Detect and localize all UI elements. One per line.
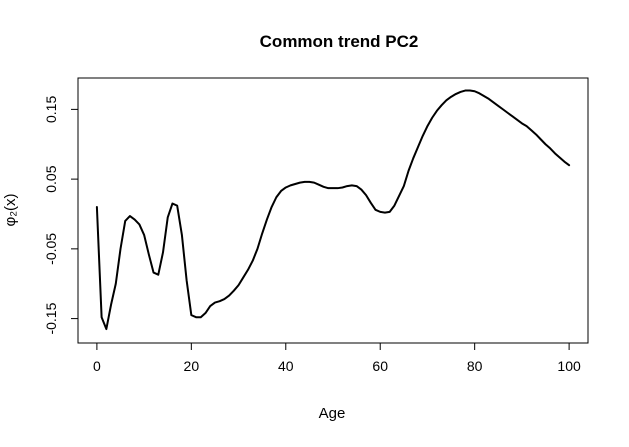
plot-frame — [77, 77, 589, 344]
x-axis: 0 20 40 60 80 100 — [93, 342, 581, 374]
x-tick-label: 20 — [184, 358, 200, 374]
x-tick-label: 40 — [278, 358, 294, 374]
series-line — [95, 89, 571, 331]
x-tick-label: 60 — [372, 358, 388, 374]
y-tick-label: -0.15 — [43, 302, 59, 334]
y-tick-label: -0.05 — [43, 233, 59, 265]
x-tick-label: 100 — [557, 358, 581, 374]
y-tick-label: 0.05 — [43, 165, 59, 192]
y-axis: -0.15 -0.05 0.05 0.15 — [43, 96, 79, 335]
x-tick-label: 0 — [93, 358, 101, 374]
y-tick-label: 0.15 — [43, 96, 59, 123]
y-axis-label: φ₂(x) — [2, 193, 19, 226]
x-axis-label: Age — [319, 405, 346, 422]
x-tick-label: 80 — [467, 358, 483, 374]
chart-title: Common trend PC2 — [260, 32, 419, 51]
